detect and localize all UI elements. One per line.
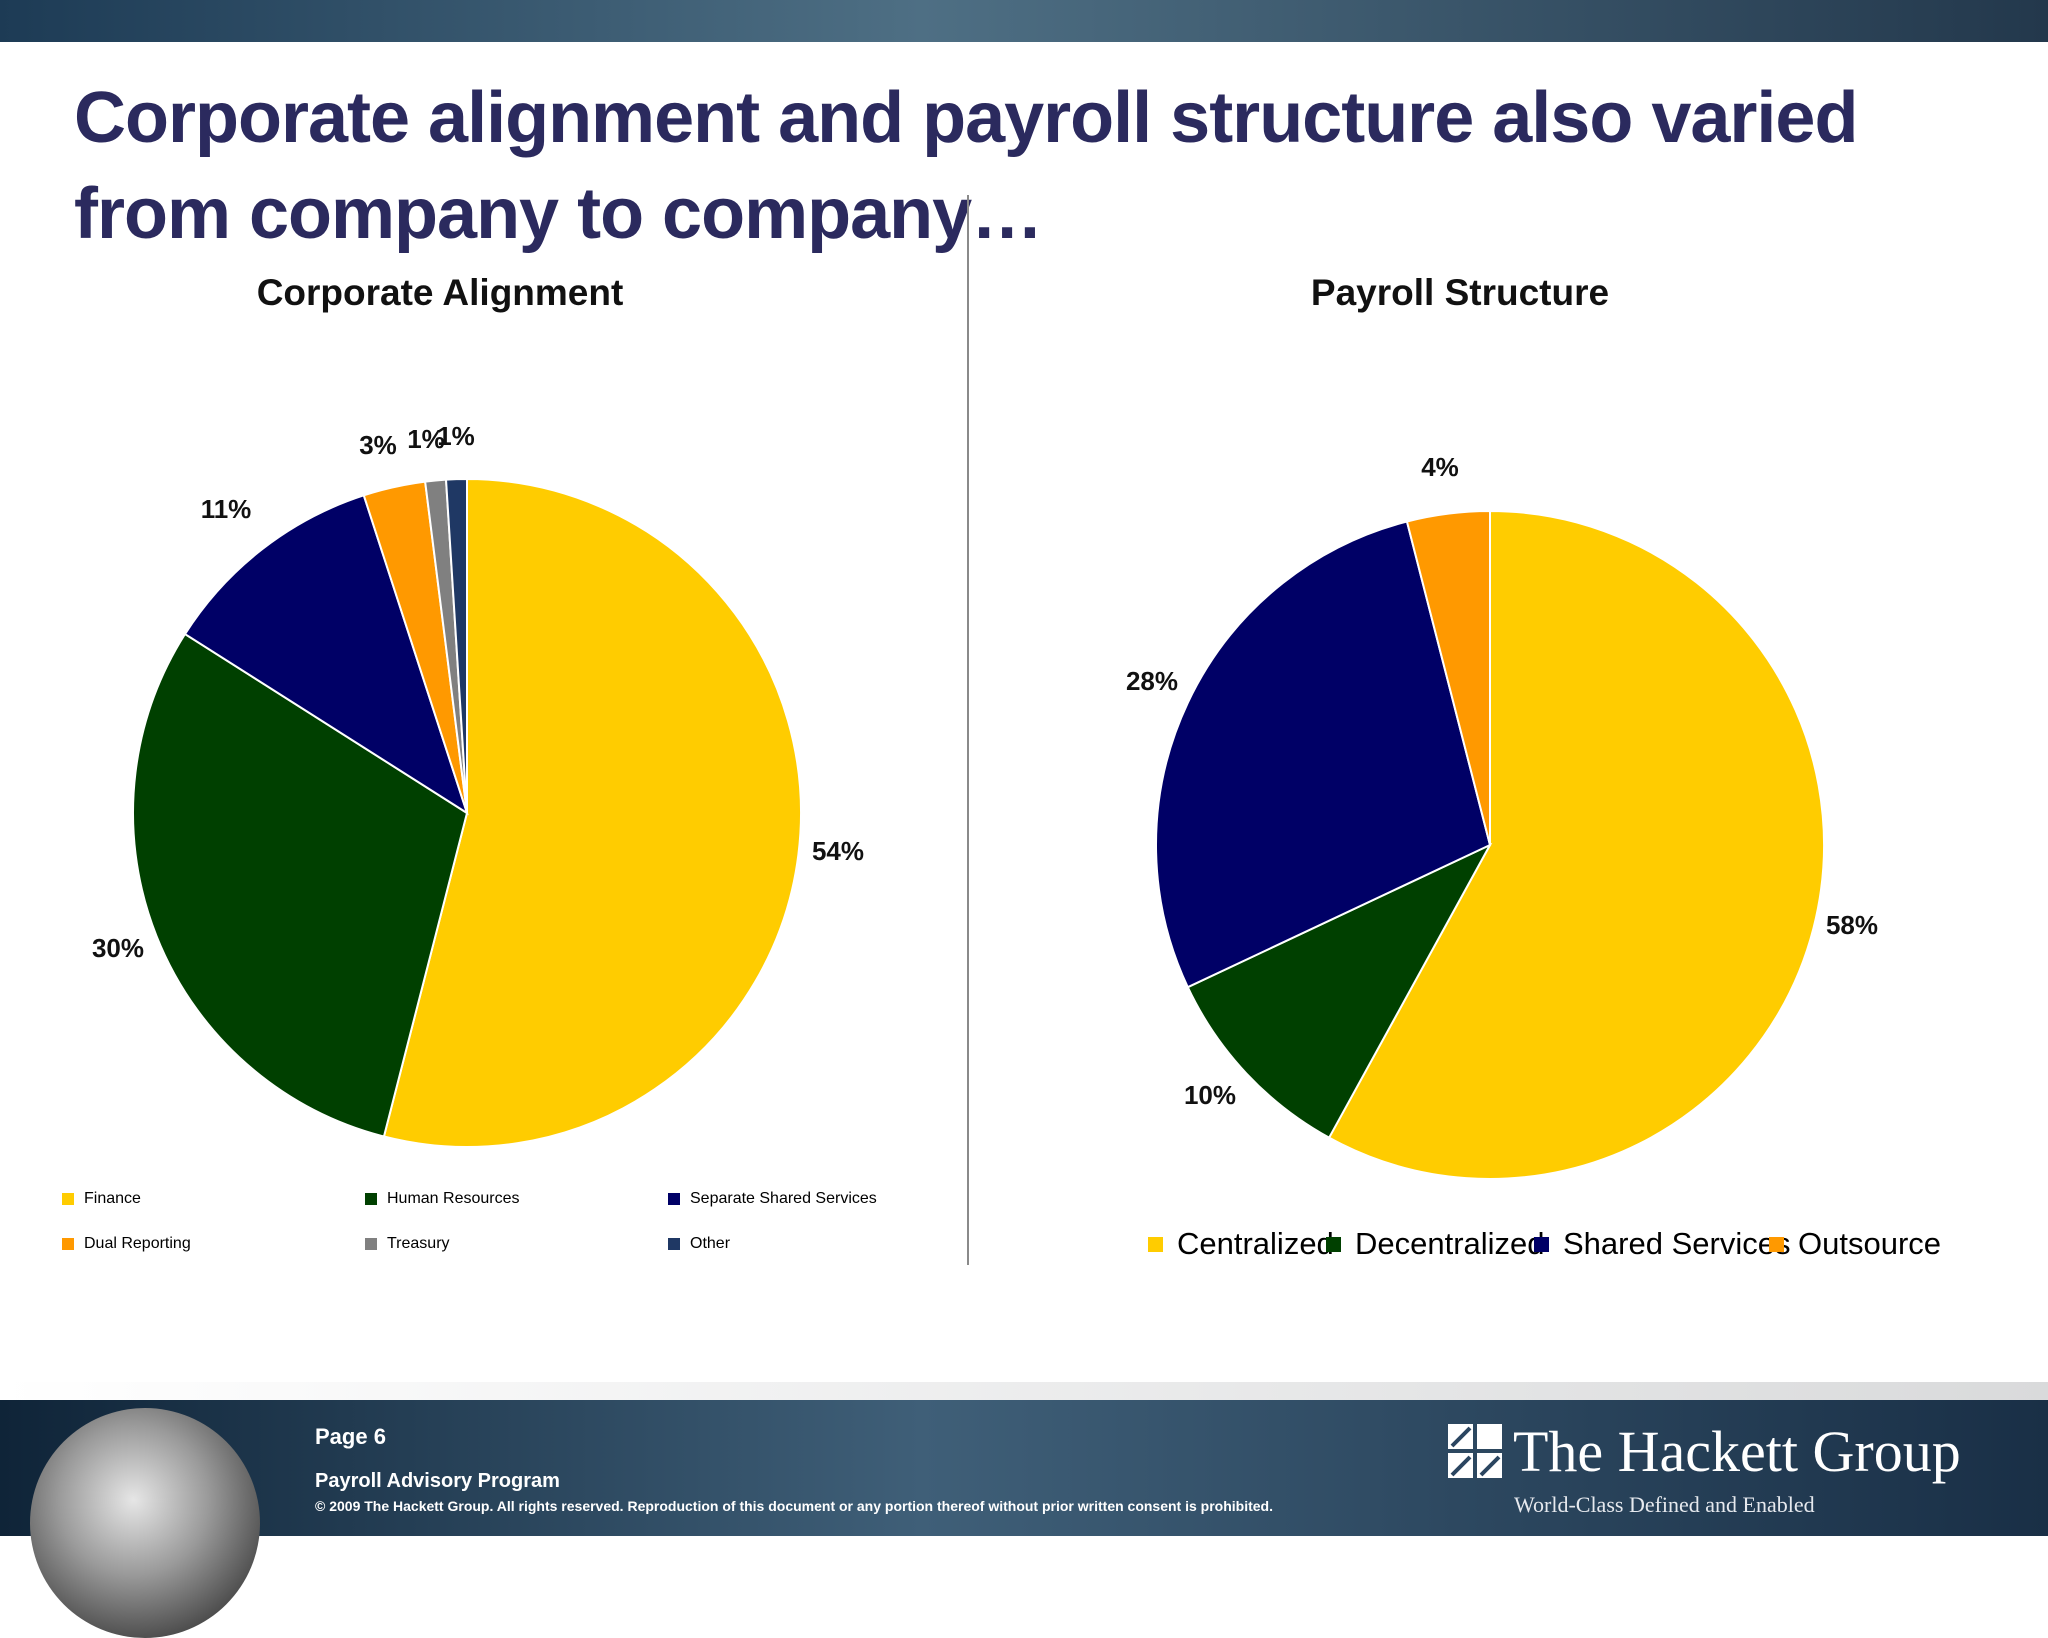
- footer-separator: [0, 1382, 2048, 1400]
- hackett-logo-icon: [1448, 1424, 1502, 1478]
- top-banner: [0, 0, 2048, 42]
- legend-label: Decentralized: [1355, 1226, 1545, 1261]
- legend-label: Treasury: [387, 1235, 450, 1252]
- footer-bar: [0, 1400, 2048, 1536]
- legend-swatch: [365, 1193, 377, 1205]
- payroll-structure-data-label-decentralized: 10%: [1184, 1080, 1236, 1110]
- page-number: Page 6: [315, 1424, 386, 1449]
- legend-label: Shared Services: [1563, 1226, 1791, 1261]
- payroll-structure-legend-item: Centralized: [1148, 1226, 1334, 1262]
- payroll-structure-slice-centralized: [1327, 509, 1825, 1180]
- legend-swatch: [365, 1238, 377, 1250]
- payroll-structure-data-label-outsource: 4%: [1421, 452, 1459, 482]
- corporate-alignment-slice-other: [444, 477, 468, 814]
- slide-title-line-1: Corporate alignment and payroll structur…: [74, 78, 1858, 158]
- corporate-alignment-data-label-other: 1%: [437, 421, 475, 451]
- copyright-notice: © 2009 The Hackett Group. All rights res…: [315, 1498, 1274, 1514]
- program-name: Payroll Advisory Program: [315, 1470, 560, 1492]
- legend-swatch: [62, 1238, 74, 1250]
- slide-title: Corporate alignment and payroll structur…: [74, 70, 1954, 262]
- corporate-alignment-slice-separate-shared-services: [183, 494, 469, 816]
- corporate-alignment-legend-item: Other: [668, 1235, 730, 1253]
- legend-swatch: [668, 1193, 680, 1205]
- payroll-structure-slice-shared-services: [1155, 520, 1492, 989]
- corporate-alignment-legend-item: Separate Shared Services: [668, 1190, 877, 1208]
- payroll-structure-title: Payroll Structure: [1310, 272, 1610, 313]
- legend-label: Dual Reporting: [84, 1235, 191, 1252]
- corporate-alignment-legend-item: Treasury: [365, 1235, 450, 1253]
- corporate-alignment-slice-human-resources: [132, 632, 469, 1138]
- payroll-structure-data-label-shared-services: 28%: [1126, 666, 1178, 696]
- corporate-alignment-data-label-dual-reporting: 3%: [359, 430, 397, 460]
- company-tagline: World-Class Defined and Enabled: [1514, 1492, 1815, 1517]
- legend-swatch: [1326, 1236, 1341, 1252]
- slide-title-line-2: from company to company…: [74, 174, 1043, 254]
- corporate-alignment-data-label-finance: 54%: [812, 836, 864, 866]
- payroll-structure-slice-outsource: [1405, 509, 1491, 846]
- legend-swatch: [668, 1238, 680, 1250]
- corporate-alignment-legend-item: Finance: [62, 1190, 141, 1208]
- legend-label: Separate Shared Services: [690, 1190, 877, 1207]
- corporate-alignment-slice-finance: [382, 477, 802, 1148]
- legend-swatch: [1534, 1236, 1549, 1252]
- pie-charts: 54% 30% 11% 3% 1%1% 58% 10% 28% 4%: [92, 421, 1878, 1180]
- corporate-alignment-title: Corporate Alignment: [256, 272, 624, 313]
- legend-swatch: [1769, 1236, 1784, 1252]
- legend-label: Other: [690, 1235, 731, 1252]
- payroll-structure-legend-item: Outsource: [1769, 1226, 1941, 1262]
- payroll-structure-legend-item: Shared Services: [1534, 1226, 1790, 1262]
- chart-divider: [967, 195, 969, 1265]
- company-name: The Hackett Group: [1513, 1419, 1961, 1484]
- legend-label: Outsource: [1798, 1226, 1942, 1261]
- corporate-alignment-data-label-human-resources: 30%: [92, 933, 144, 963]
- corporate-alignment-legend-item: Dual Reporting: [62, 1235, 191, 1253]
- legend-label: Human Resources: [387, 1190, 520, 1207]
- legend-swatch: [1148, 1236, 1163, 1252]
- globe-icon: [30, 1408, 260, 1638]
- payroll-structure-slice-decentralized: [1186, 842, 1493, 1140]
- legend-label: Centralized: [1177, 1226, 1334, 1261]
- payroll-structure-data-label-centralized: 58%: [1826, 910, 1878, 940]
- corporate-alignment-data-label-separate-shared-services: 11%: [201, 494, 252, 524]
- corporate-alignment-legend-item: Human Resources: [365, 1190, 520, 1208]
- corporate-alignment-data-label-treasury: 1%: [407, 424, 445, 454]
- payroll-structure-legend-item: Decentralized: [1326, 1226, 1545, 1262]
- legend-label: Finance: [84, 1190, 141, 1207]
- legend-swatch: [62, 1193, 74, 1205]
